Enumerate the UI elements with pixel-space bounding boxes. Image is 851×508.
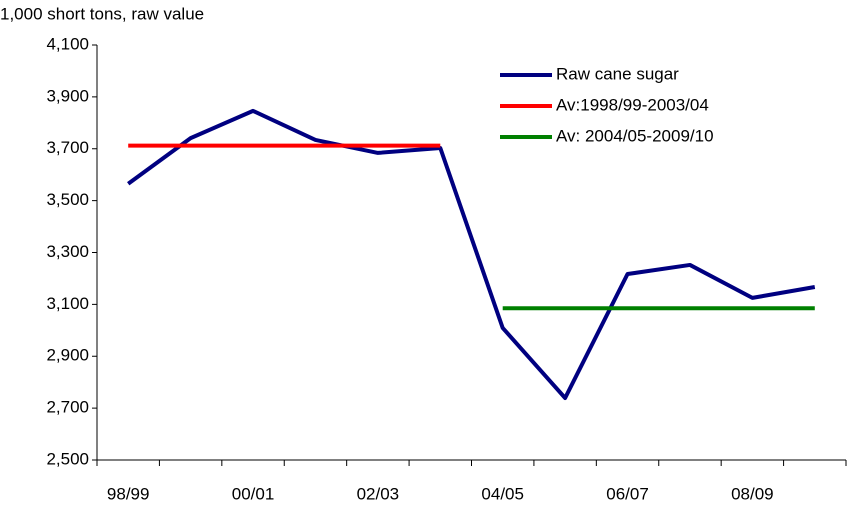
y-tick-label: 3,300 bbox=[46, 242, 89, 261]
x-tick-label: 06/07 bbox=[606, 484, 649, 503]
x-tick-label: 00/01 bbox=[232, 484, 275, 503]
x-tick-label: 08/09 bbox=[731, 484, 774, 503]
y-tick-label: 3,100 bbox=[46, 294, 89, 313]
x-tick-label: 98/99 bbox=[107, 484, 150, 503]
y-tick-label: 2,500 bbox=[46, 449, 89, 468]
x-tick-label: 02/03 bbox=[357, 484, 400, 503]
y-tick-label: 2,700 bbox=[46, 398, 89, 417]
y-tick-label: 3,500 bbox=[46, 190, 89, 209]
x-tick-label: 04/05 bbox=[481, 484, 524, 503]
legend-label: Av:1998/99-2003/04 bbox=[556, 95, 709, 114]
y-tick-label: 3,700 bbox=[46, 138, 89, 157]
y-tick-label: 2,900 bbox=[46, 346, 89, 365]
legend-label: Av: 2004/05-2009/10 bbox=[556, 126, 714, 145]
series-line bbox=[127, 108, 816, 401]
y-tick-label: 4,100 bbox=[46, 34, 89, 53]
legend-label: Raw cane sugar bbox=[556, 64, 679, 83]
y-tick-label: 3,900 bbox=[46, 86, 89, 105]
y-axis-label: 1,000 short tons, raw value bbox=[0, 4, 204, 23]
